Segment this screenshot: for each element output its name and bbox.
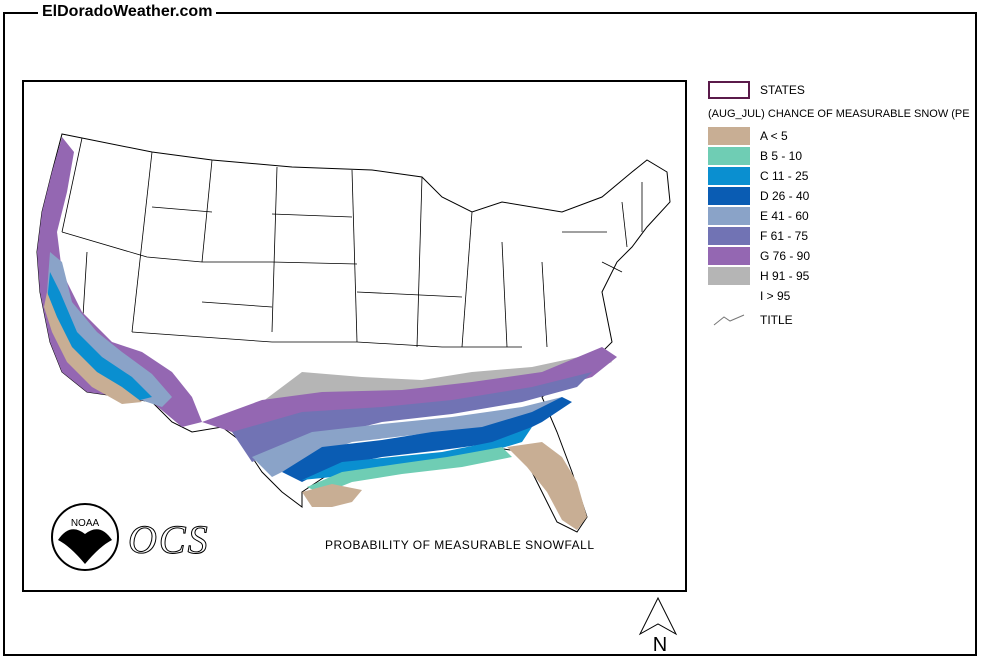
- legend-item-label: F 61 - 75: [760, 229, 809, 243]
- legend-item-label: A < 5: [760, 129, 788, 143]
- map-panel: NOAA OCS PROBABILITY OF MEASURABLE SNOWF…: [22, 80, 687, 592]
- legend-swatch: [708, 127, 750, 145]
- title-line-icon: [708, 311, 750, 329]
- legend-swatch: [708, 207, 750, 225]
- legend-swatch: [708, 287, 750, 305]
- map-zone-f: [232, 372, 592, 462]
- north-arrow-label: N: [653, 634, 667, 656]
- map-legend: STATES (AUG_JUL) CHANCE OF MEASURABLE SN…: [708, 80, 981, 340]
- legend-item-label: C 11 - 25: [760, 169, 809, 183]
- legend-swatch: [708, 247, 750, 265]
- legend-item-label: I > 95: [760, 289, 791, 303]
- legend-swatch: [708, 267, 750, 285]
- site-title: ElDoradoWeather.com: [38, 3, 217, 21]
- noaa-logo-text: NOAA: [71, 518, 100, 529]
- legend-swatch: [708, 147, 750, 165]
- legend-item-d: D 26 - 40: [708, 186, 809, 206]
- legend-states: STATES: [708, 80, 805, 100]
- map-zone-west-a: [44, 292, 142, 404]
- map-zone-c: [302, 427, 532, 480]
- north-arrow: N: [638, 596, 688, 661]
- legend-swatch: [708, 167, 750, 185]
- legend-item-b: B 5 - 10: [708, 146, 802, 166]
- legend-title-line-label: TITLE: [760, 313, 793, 327]
- north-arrow-icon: [638, 596, 678, 636]
- map-zone-a-florida: [507, 442, 587, 530]
- legend-item-h: H 91 - 95: [708, 266, 809, 286]
- us-snow-probability-map: [36, 133, 671, 533]
- legend-item-label: G 76 - 90: [760, 249, 811, 263]
- noaa-logo: NOAA: [50, 502, 120, 577]
- legend-title: (AUG_JUL) CHANCE OF MEASURABLE SNOW (PE: [708, 108, 970, 120]
- legend-item-label: B 5 - 10: [760, 149, 803, 163]
- legend-title-line: TITLE: [708, 310, 793, 330]
- legend-item-label: H 91 - 95: [760, 269, 810, 283]
- legend-item-label: D 26 - 40: [760, 189, 810, 203]
- legend-item-c: C 11 - 25: [708, 166, 808, 186]
- legend-item-e: E 41 - 60: [708, 206, 809, 226]
- legend-item-f: F 61 - 75: [708, 226, 808, 246]
- map-zone-b: [307, 447, 512, 494]
- map-zone-e: [252, 397, 562, 477]
- legend-item-a: A < 5: [708, 126, 788, 146]
- legend-item-label: E 41 - 60: [760, 209, 809, 223]
- map-zone-west-e: [47, 252, 172, 407]
- legend-item-g: G 76 - 90: [708, 246, 810, 266]
- states-swatch: [708, 81, 750, 99]
- legend-swatch: [708, 227, 750, 245]
- map-zone-a-gulf: [302, 484, 362, 507]
- ocs-logo: OCS: [128, 517, 210, 563]
- map-caption: PROBABILITY OF MEASURABLE SNOWFALL: [325, 538, 595, 552]
- legend-states-label: STATES: [760, 83, 805, 97]
- legend-swatch: [708, 187, 750, 205]
- outer-frame: [3, 12, 977, 656]
- state-borders: [61, 137, 643, 348]
- legend-item-i: I > 95: [708, 286, 790, 306]
